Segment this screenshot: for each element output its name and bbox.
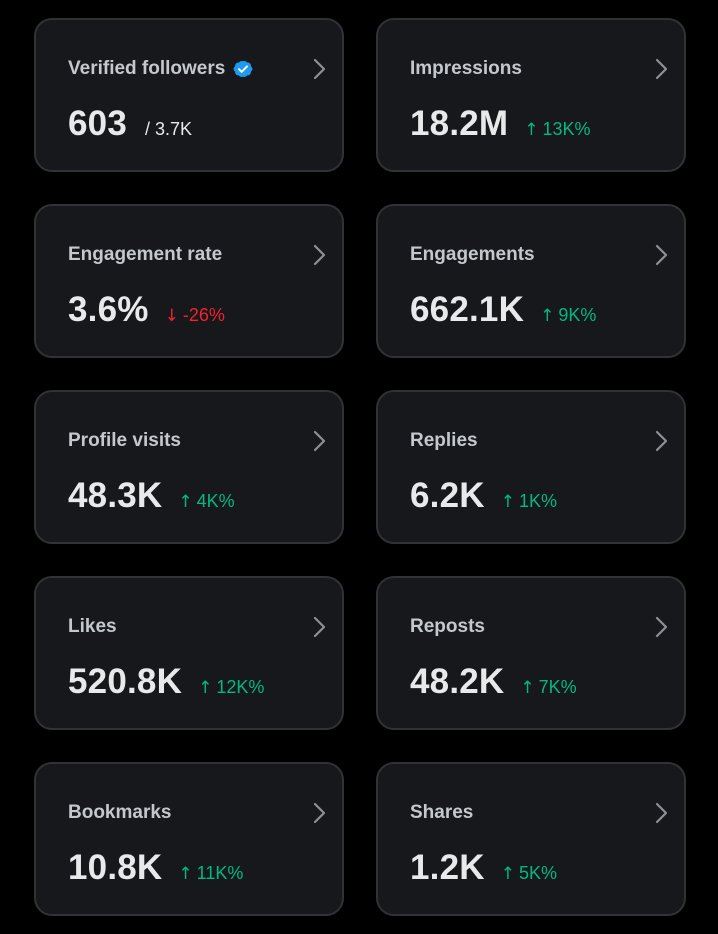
metric-change-value: 12K% bbox=[216, 677, 265, 697]
metric-value-row: 10.8K ↑ 11K% bbox=[68, 848, 243, 888]
metric-title: Likes bbox=[68, 616, 117, 637]
metric-title: Impressions bbox=[410, 58, 522, 79]
arrow-up-icon: ↑ bbox=[198, 678, 213, 698]
metric-value: 662.1K bbox=[410, 290, 525, 329]
metric-value-row: 48.3K ↑ 4K% bbox=[68, 476, 235, 516]
metric-value: 603 bbox=[68, 104, 127, 143]
metric-card-verified-followers[interactable]: Verified followers 603 / 3.7K bbox=[34, 18, 344, 172]
metric-value: 18.2M bbox=[410, 104, 509, 143]
metric-card-engagement-rate[interactable]: Engagement rate 3.6% ↓ -26% bbox=[34, 204, 344, 358]
metric-title-label: Verified followers bbox=[68, 58, 226, 79]
metric-change: ↑ 7K% bbox=[520, 677, 576, 698]
metric-change-value: 13K% bbox=[542, 119, 591, 139]
chevron-right-icon bbox=[313, 802, 326, 824]
metric-change-value: 4K% bbox=[196, 491, 235, 511]
metric-value-row: 603 / 3.7K bbox=[68, 104, 192, 144]
metric-change: ↑ 1K% bbox=[501, 491, 557, 512]
arrow-up-icon: ↑ bbox=[500, 864, 515, 884]
chevron-right-icon bbox=[655, 616, 668, 638]
metric-change-value: 9K% bbox=[558, 305, 597, 325]
metric-change-value: 1K% bbox=[518, 491, 558, 511]
chevron-right-icon bbox=[313, 616, 326, 638]
verified-badge-icon bbox=[233, 60, 253, 77]
arrow-up-icon: ↑ bbox=[178, 492, 193, 512]
arrow-up-icon: ↑ bbox=[500, 492, 515, 512]
metric-card-bookmarks[interactable]: Bookmarks 10.8K ↑ 11K% bbox=[34, 762, 344, 916]
arrow-up-icon: ↑ bbox=[540, 306, 555, 326]
metric-title: Engagement rate bbox=[68, 244, 223, 265]
metric-value: 1.2K bbox=[410, 848, 485, 887]
metric-card-impressions[interactable]: Impressions 18.2M ↑ 13K% bbox=[376, 18, 686, 172]
metric-change: ↑ 12K% bbox=[198, 677, 264, 698]
metric-title: Reposts bbox=[410, 616, 485, 637]
chevron-right-icon bbox=[655, 244, 668, 266]
arrow-up-icon: ↑ bbox=[520, 678, 535, 698]
metric-title: Engagements bbox=[410, 244, 535, 265]
arrow-up-icon: ↑ bbox=[524, 120, 539, 140]
metric-change: ↑ 4K% bbox=[178, 491, 234, 512]
metric-title: Profile visits bbox=[68, 430, 181, 451]
metric-value-row: 662.1K ↑ 9K% bbox=[410, 290, 596, 330]
metric-card-shares[interactable]: Shares 1.2K ↑ 5K% bbox=[376, 762, 686, 916]
metric-value: 6.2K bbox=[410, 476, 485, 515]
chevron-right-icon bbox=[655, 802, 668, 824]
metric-card-likes[interactable]: Likes 520.8K ↑ 12K% bbox=[34, 576, 344, 730]
metric-card-replies[interactable]: Replies 6.2K ↑ 1K% bbox=[376, 390, 686, 544]
arrow-down-icon: ↓ bbox=[164, 306, 179, 326]
metric-card-reposts[interactable]: Reposts 48.2K ↑ 7K% bbox=[376, 576, 686, 730]
metric-value: 520.8K bbox=[68, 662, 183, 701]
metric-value-row: 48.2K ↑ 7K% bbox=[410, 662, 577, 702]
metric-title: Bookmarks bbox=[68, 802, 172, 823]
metric-change-value: 11K% bbox=[196, 863, 244, 883]
metric-value-row: 1.2K ↑ 5K% bbox=[410, 848, 557, 888]
metric-value-row: 3.6% ↓ -26% bbox=[68, 290, 225, 330]
metric-change: ↑ 9K% bbox=[540, 305, 596, 326]
chevron-right-icon bbox=[655, 58, 668, 80]
chevron-right-icon bbox=[655, 430, 668, 452]
metric-value-row: 6.2K ↑ 1K% bbox=[410, 476, 557, 516]
metric-value: 48.3K bbox=[68, 476, 163, 515]
metric-value-row: 18.2M ↑ 13K% bbox=[410, 104, 591, 144]
metric-change-value: 7K% bbox=[538, 677, 577, 697]
metric-change-value: 5K% bbox=[518, 863, 558, 883]
chevron-right-icon bbox=[313, 430, 326, 452]
metric-change: ↑ 13K% bbox=[524, 119, 590, 140]
metric-change: ↑ 11K% bbox=[178, 863, 243, 884]
chevron-right-icon bbox=[313, 244, 326, 266]
metric-title: Replies bbox=[410, 430, 478, 451]
metric-card-engagements[interactable]: Engagements 662.1K ↑ 9K% bbox=[376, 204, 686, 358]
metric-title: Shares bbox=[410, 802, 474, 823]
metric-change: ↑ 5K% bbox=[501, 863, 557, 884]
metric-card-profile-visits[interactable]: Profile visits 48.3K ↑ 4K% bbox=[34, 390, 344, 544]
metric-value-row: 520.8K ↑ 12K% bbox=[68, 662, 264, 702]
metric-value: 48.2K bbox=[410, 662, 505, 701]
metric-value: 10.8K bbox=[68, 848, 163, 887]
chevron-right-icon bbox=[313, 58, 326, 80]
metric-change: ↓ -26% bbox=[165, 305, 225, 326]
metric-title: Verified followers bbox=[68, 58, 254, 80]
metric-value: 3.6% bbox=[68, 290, 149, 329]
arrow-up-icon: ↑ bbox=[178, 864, 193, 884]
metric-change-value: -26% bbox=[182, 305, 225, 325]
metric-total: / 3.7K bbox=[145, 119, 193, 139]
